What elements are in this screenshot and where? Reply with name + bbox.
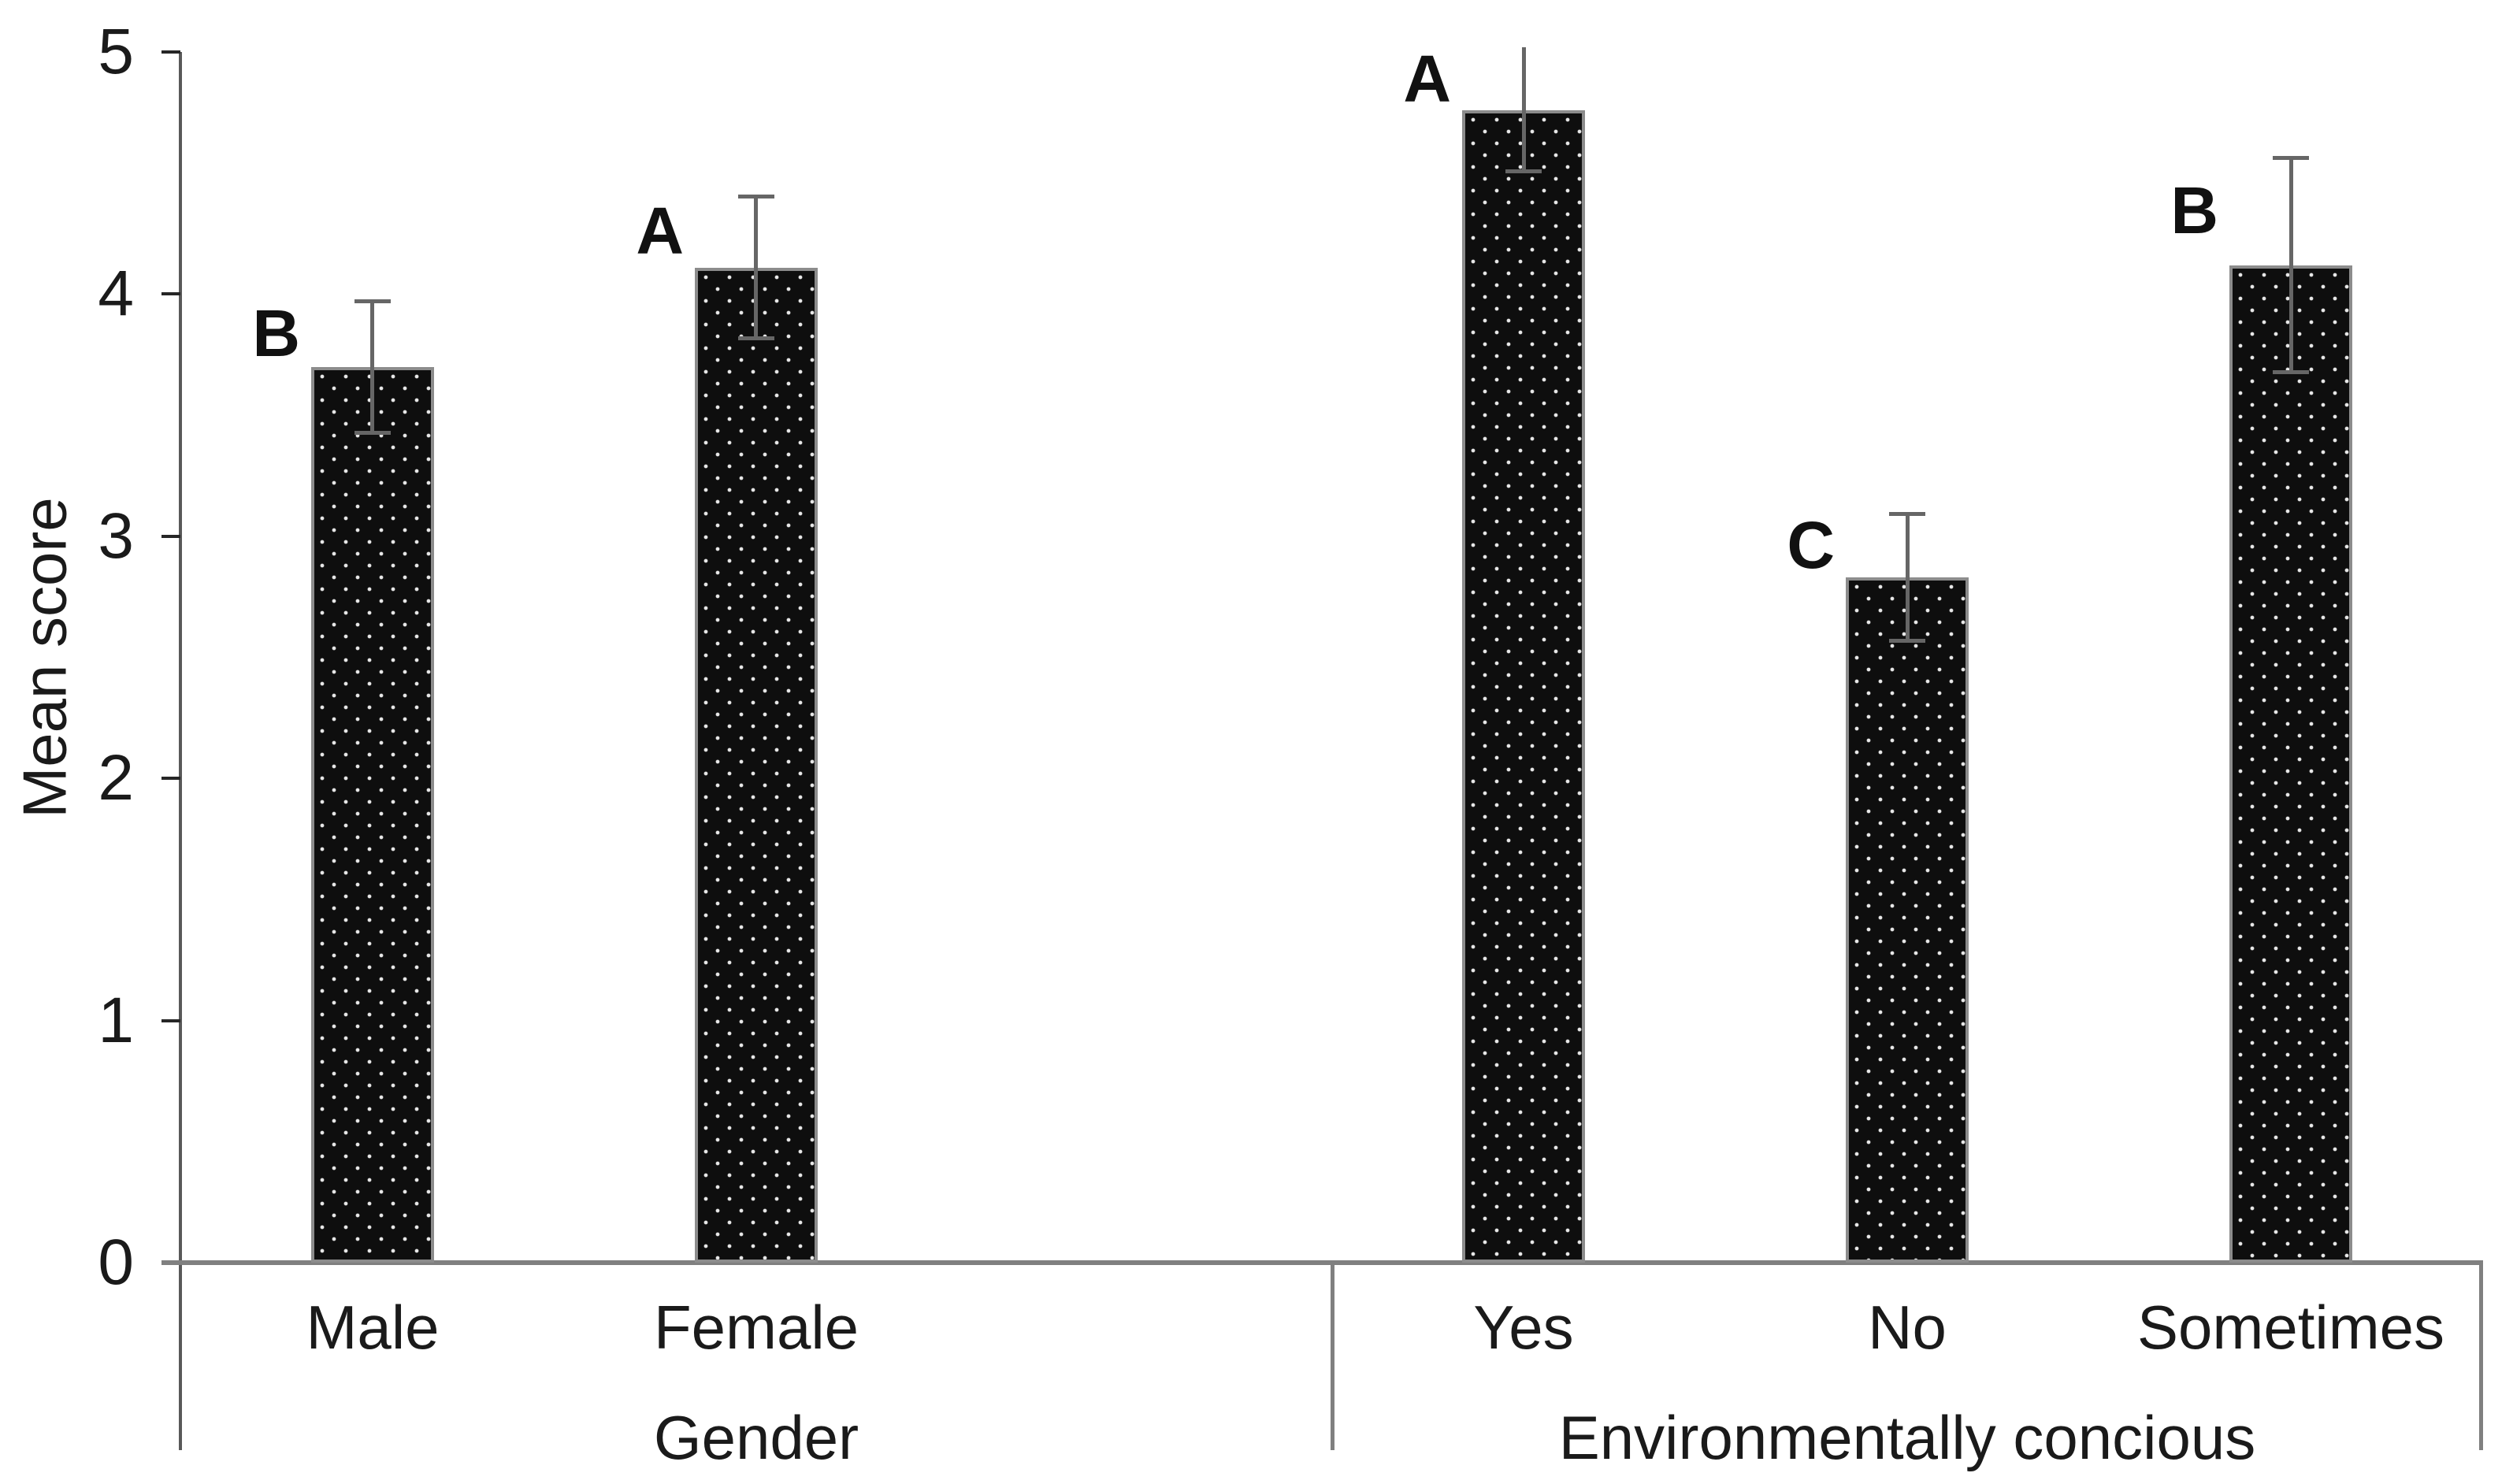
group-label-gender: Gender (653, 1403, 859, 1472)
category-label-sometimes: Sometimes (2136, 1293, 2445, 1362)
bar-sometimes (2229, 265, 2352, 1263)
error-bar-line (1906, 512, 1910, 643)
y-tick-mark (161, 1019, 180, 1022)
y-tick-mark (161, 50, 180, 54)
error-bar-cap-bottom (738, 336, 774, 340)
y-tick-label: 1 (98, 985, 134, 1056)
group-divider-line (1331, 1263, 1334, 1450)
error-bar-line (2289, 156, 2293, 374)
y-tick-label: 5 (98, 16, 134, 87)
error-bar-cap-bottom (354, 431, 391, 435)
category-label-no: No (1868, 1293, 1947, 1362)
y-tick-label: 0 (98, 1226, 134, 1298)
error-bar-line (1522, 47, 1526, 173)
error-bar-cap-top (1889, 512, 1925, 516)
error-bar-cap-top (738, 195, 774, 198)
axis-right-edge-line (2479, 1263, 2483, 1450)
bar-female (695, 268, 818, 1263)
y-tick-label: 2 (98, 742, 134, 814)
significance-letter: A (636, 194, 684, 268)
category-label-female: Female (653, 1293, 859, 1362)
significance-letter: B (2170, 173, 2218, 247)
significance-letter: B (252, 296, 300, 370)
y-axis-line (179, 52, 182, 1450)
y-tick-mark (161, 535, 180, 538)
group-label-environmentally-concious: Environmentally concious (1558, 1403, 2256, 1472)
y-tick-label: 3 (98, 500, 134, 572)
y-tick-mark (161, 777, 180, 780)
bar-male (311, 367, 434, 1263)
y-tick-mark (161, 292, 180, 295)
y-axis-title: Mean score (9, 497, 80, 818)
error-bar-cap-top (354, 299, 391, 303)
category-label-male: Male (306, 1293, 440, 1362)
x-axis-baseline (161, 1260, 2483, 1265)
bar-no (1846, 577, 1969, 1263)
error-bar-cap-bottom (1889, 639, 1925, 643)
error-bar-cap-bottom (2273, 370, 2309, 374)
category-label-yes: Yes (1473, 1293, 1574, 1362)
error-bar-cap-top (2273, 156, 2309, 160)
bar-yes (1462, 110, 1585, 1263)
significance-letter: A (1403, 42, 1451, 116)
error-bar-line (754, 195, 758, 339)
error-bar-cap-bottom (1505, 169, 1542, 173)
significance-letter: C (1787, 508, 1835, 582)
error-bar-line (370, 299, 374, 435)
y-tick-label: 4 (98, 258, 134, 329)
